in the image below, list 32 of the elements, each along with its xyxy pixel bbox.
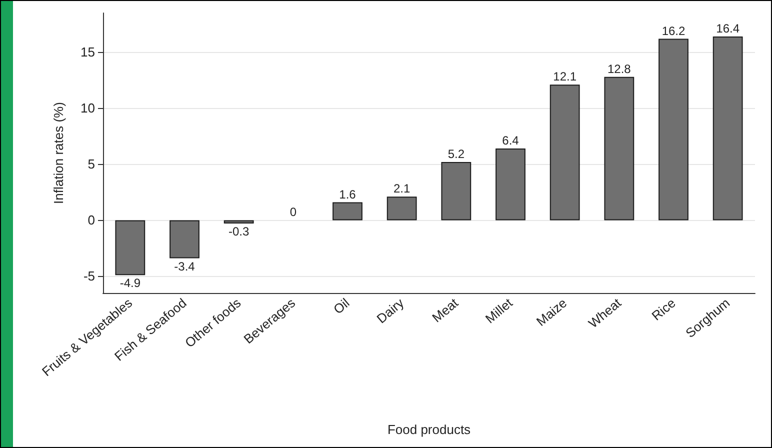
data-label: -0.3 — [228, 224, 250, 239]
bar — [115, 220, 146, 276]
data-label: 6.4 — [502, 134, 520, 148]
bar — [550, 84, 580, 220]
x-tick-label: Oil — [330, 295, 352, 317]
y-axis-title: Inflation rates (%) — [51, 102, 66, 204]
data-label: 1.6 — [339, 187, 356, 202]
data-label: 5.2 — [448, 146, 465, 161]
bar — [658, 38, 688, 220]
bar — [224, 220, 254, 224]
bar — [441, 162, 472, 220]
y-tick-label: 5 — [88, 156, 95, 172]
x-tick-label: Rice — [648, 295, 678, 324]
bar — [604, 76, 634, 220]
bar — [386, 196, 417, 220]
y-tick-label: -5 — [83, 268, 95, 284]
data-label: -3.4 — [174, 259, 196, 274]
y-tick-label: 10 — [80, 100, 95, 116]
bar — [332, 202, 362, 220]
data-label: -4.9 — [120, 276, 141, 290]
x-axis-title: Food products — [387, 422, 472, 437]
y-tick-label: 15 — [80, 44, 95, 60]
data-label: 2.1 — [393, 182, 410, 196]
data-label: 12.1 — [553, 70, 577, 84]
bar — [170, 220, 200, 258]
bar — [712, 36, 743, 220]
data-label: 16.2 — [662, 24, 686, 38]
bar — [496, 148, 526, 220]
y-tick-label: 0 — [88, 212, 95, 228]
data-label: 0 — [290, 205, 297, 220]
data-label: 16.4 — [716, 22, 740, 36]
data-label: 12.8 — [607, 62, 632, 76]
